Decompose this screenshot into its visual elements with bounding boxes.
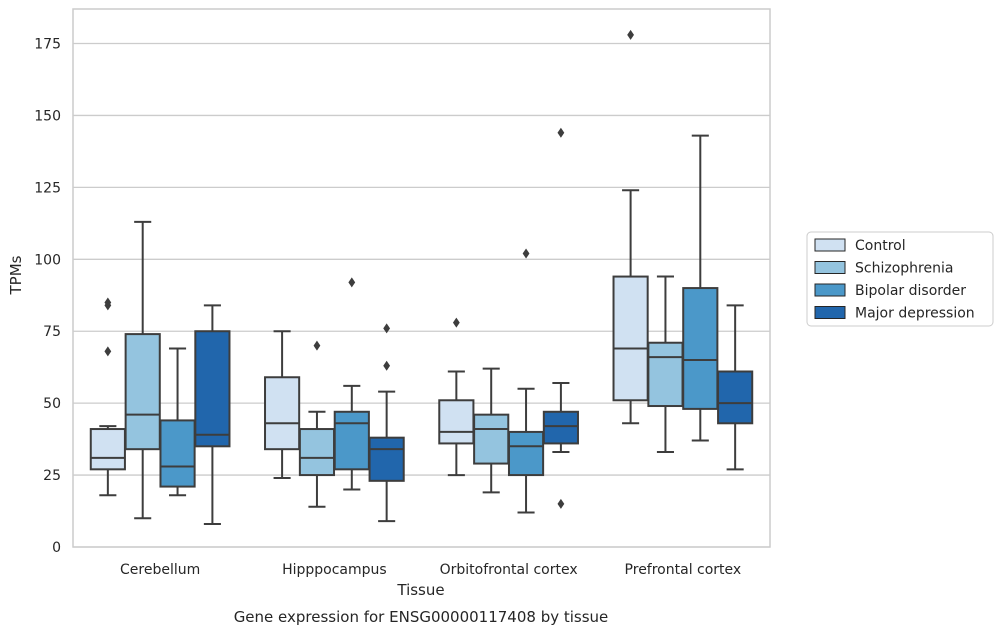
box — [124, 220, 161, 520]
box — [159, 347, 196, 497]
legend-swatch — [814, 283, 846, 297]
legend-swatch — [814, 238, 846, 252]
box-iqr — [89, 428, 126, 471]
outlier-point — [627, 29, 634, 40]
legend-frame — [806, 231, 994, 327]
outlier-point — [383, 360, 391, 371]
boxes — [89, 29, 754, 525]
box-iqr — [194, 330, 231, 448]
legend-swatch — [814, 306, 846, 319]
x-tick-label: Hipppocampus — [282, 562, 387, 578]
y-tick-label: 175 — [34, 37, 61, 53]
box — [717, 304, 754, 471]
box — [298, 340, 336, 508]
legend-label: Bipolar disorder — [855, 283, 966, 299]
box-iqr — [124, 333, 161, 451]
outlier-point — [313, 340, 321, 351]
box — [682, 134, 719, 442]
outlier-point — [104, 346, 112, 357]
box-iqr — [264, 376, 301, 451]
x-tick-labels: Cerebellum Hipppocampus Orbitofrontal cort… — [120, 562, 741, 578]
box-iqr — [682, 287, 719, 410]
x-axis-label: Tissue — [396, 581, 444, 599]
x-tick-label: Orbitofrontal cortex — [440, 562, 578, 578]
box — [473, 367, 510, 494]
box-iqr — [717, 370, 754, 425]
box-iqr — [612, 275, 649, 402]
x-tick-label: Prefrontal cortex — [625, 562, 742, 578]
box-iqr — [473, 413, 510, 465]
box-iqr — [507, 430, 545, 477]
legend-label: Control — [855, 238, 906, 254]
chart-caption: Gene expression for ENSG00000117408 by t… — [234, 608, 609, 626]
box-iqr — [298, 428, 336, 477]
legend: Control Schizophrenia Bipolar disorder Majo… — [806, 231, 994, 327]
outlier-point — [104, 297, 112, 308]
legend-swatch — [814, 261, 846, 274]
plot-frame — [72, 8, 771, 548]
box-iqr — [438, 399, 475, 445]
box-iqr — [159, 419, 196, 488]
y-tick-label: 50 — [43, 396, 61, 412]
legend-label: Major depression — [855, 306, 975, 322]
y-tick-label: 0 — [52, 540, 61, 556]
outlier-point — [383, 323, 391, 334]
box — [264, 330, 301, 479]
box-iqr — [647, 341, 684, 408]
outlier-point — [452, 317, 460, 328]
box-iqr — [542, 410, 579, 445]
outlier-point — [522, 248, 530, 259]
y-tick-label: 100 — [34, 252, 61, 268]
box — [333, 277, 370, 491]
y-tick-label: 125 — [34, 180, 61, 196]
y-tick-label: 25 — [43, 468, 61, 484]
box — [194, 304, 231, 525]
outlier-point — [557, 127, 565, 138]
box — [542, 127, 579, 509]
box — [438, 317, 475, 477]
box — [368, 323, 405, 523]
box — [612, 29, 649, 425]
outlier-point — [348, 277, 356, 288]
y-tick-labels: 0 25 50 75 100 125 150 175 — [34, 37, 61, 556]
box — [507, 248, 545, 514]
box-iqr — [333, 410, 370, 471]
box — [647, 275, 684, 454]
y-tick-label: 150 — [34, 108, 61, 124]
y-axis-label: TPMs — [7, 255, 25, 295]
box-iqr — [368, 436, 405, 482]
y-tick-label: 75 — [43, 324, 61, 340]
box — [89, 297, 126, 497]
legend-label: Schizophrenia — [855, 261, 953, 277]
x-tick-label: Cerebellum — [120, 562, 200, 578]
outlier-point — [557, 498, 565, 509]
